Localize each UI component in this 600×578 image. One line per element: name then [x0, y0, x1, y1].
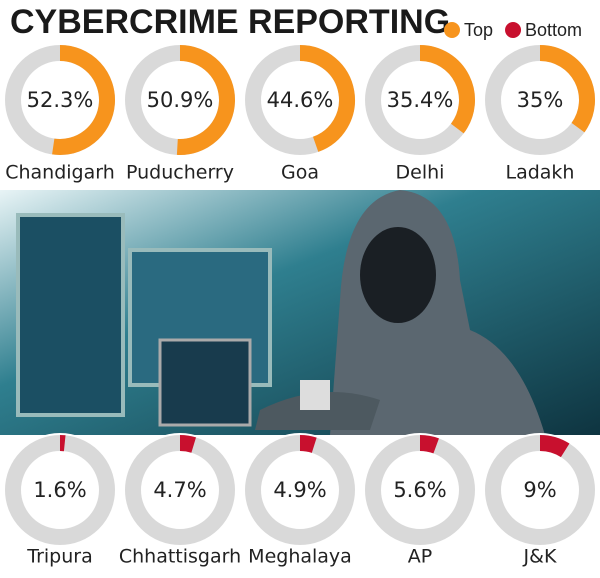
category-label: Chhattisgarh [119, 546, 241, 568]
category-label: Ladakh [506, 162, 575, 184]
category-label: Tripura [26, 546, 92, 568]
legend-swatch [444, 22, 460, 38]
background-image [0, 190, 600, 435]
value-label: 35% [517, 88, 564, 112]
donut-arc [179, 435, 197, 453]
donut-arc [176, 45, 235, 155]
value-label: 9% [523, 478, 556, 502]
value-label: 50.9% [147, 88, 214, 112]
legend-label: Bottom [525, 20, 582, 40]
value-label: 4.9% [273, 478, 326, 502]
donut-arc [299, 435, 317, 453]
value-label: 4.7% [153, 478, 206, 502]
category-label: AP [408, 546, 432, 568]
legend-label: Top [464, 20, 493, 40]
value-label: 52.3% [27, 88, 94, 112]
donut-arc [419, 45, 475, 134]
category-label: Chandigarh [5, 162, 115, 184]
category-label: Delhi [396, 162, 445, 184]
donut-arc [539, 435, 570, 458]
donut-arc [419, 435, 439, 454]
category-label: J&K [523, 546, 557, 568]
category-label: Goa [281, 162, 319, 184]
value-label: 35.4% [387, 88, 454, 112]
legend-swatch [505, 22, 522, 38]
value-label: 44.6% [267, 88, 334, 112]
donut-arc [539, 45, 595, 133]
value-label: 5.6% [393, 478, 446, 502]
value-label: 1.6% [33, 478, 86, 502]
category-label: Meghalaya [248, 546, 352, 568]
donut-arc [52, 45, 115, 155]
donut-arc [299, 45, 355, 152]
category-label: Puducherry [126, 162, 234, 184]
chart-title: CYBERCRIME REPORTING [10, 3, 450, 41]
